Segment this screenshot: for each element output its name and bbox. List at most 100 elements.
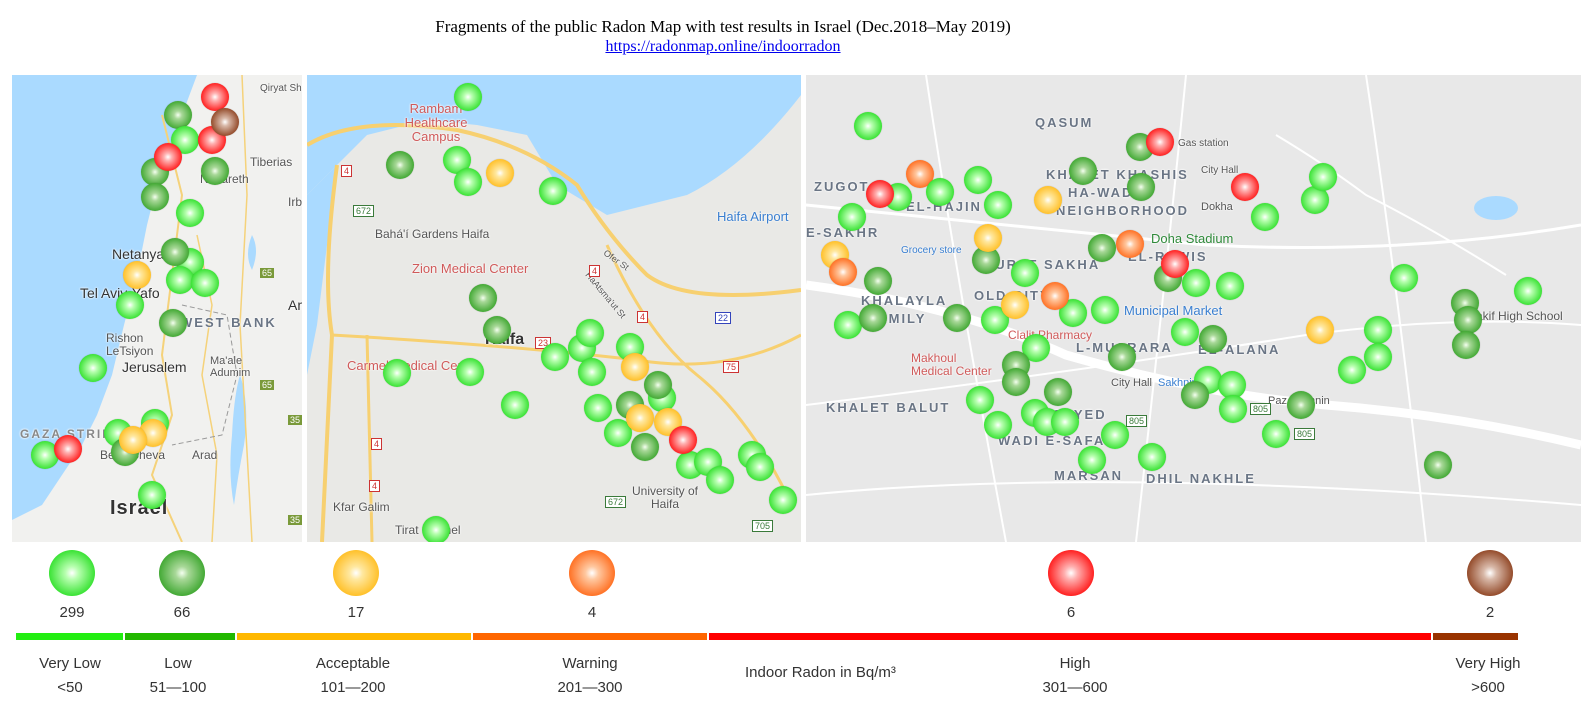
map-panel-haifa[interactable]: Rambam Healthcare Campus Haifa Airport B… bbox=[307, 75, 801, 542]
radon-marker-high[interactable] bbox=[669, 426, 697, 454]
radon-marker-very-low[interactable] bbox=[1171, 318, 1199, 346]
radon-marker-very-low[interactable] bbox=[1182, 269, 1210, 297]
radon-marker-acceptable[interactable] bbox=[123, 261, 151, 289]
radon-marker-very-low[interactable] bbox=[1338, 356, 1366, 384]
radon-marker-very-low[interactable] bbox=[176, 199, 204, 227]
radon-marker-very-low[interactable] bbox=[166, 266, 194, 294]
radon-marker-acceptable[interactable] bbox=[1034, 186, 1062, 214]
radon-marker-very-low[interactable] bbox=[138, 481, 166, 509]
radon-marker-very-low[interactable] bbox=[454, 168, 482, 196]
radon-marker-low[interactable] bbox=[201, 157, 229, 185]
map-label: Carmel Medical Center bbox=[347, 358, 480, 373]
legend-marker-high bbox=[1048, 550, 1094, 596]
radon-marker-very-low[interactable] bbox=[1091, 296, 1119, 324]
radon-marker-very-low[interactable] bbox=[383, 359, 411, 387]
radon-marker-high[interactable] bbox=[54, 435, 82, 463]
radon-marker-very-low[interactable] bbox=[1251, 203, 1279, 231]
radon-marker-high[interactable] bbox=[1231, 173, 1259, 201]
radon-marker-low[interactable] bbox=[1181, 381, 1209, 409]
radon-marker-very-low[interactable] bbox=[191, 269, 219, 297]
map-panel-sakhnin[interactable]: QASUM ZUGOT EL-HAJIN E-SAKHR KHALET KHAS… bbox=[806, 75, 1581, 542]
radon-marker-low[interactable] bbox=[1044, 378, 1072, 406]
radon-marker-very-high[interactable] bbox=[211, 108, 239, 136]
radon-marker-low[interactable] bbox=[469, 284, 497, 312]
radon-marker-low[interactable] bbox=[1452, 331, 1480, 359]
radon-marker-warning[interactable] bbox=[1041, 282, 1069, 310]
radon-marker-low[interactable] bbox=[1088, 234, 1116, 262]
radon-marker-low[interactable] bbox=[1287, 391, 1315, 419]
radon-marker-very-low[interactable] bbox=[926, 178, 954, 206]
radon-marker-low[interactable] bbox=[161, 238, 189, 266]
radon-marker-very-low[interactable] bbox=[1364, 316, 1392, 344]
radon-marker-very-low[interactable] bbox=[834, 311, 862, 339]
radon-marker-low[interactable] bbox=[859, 304, 887, 332]
radon-marker-very-low[interactable] bbox=[984, 411, 1012, 439]
radon-marker-low[interactable] bbox=[483, 316, 511, 344]
radon-marker-acceptable[interactable] bbox=[1001, 291, 1029, 319]
radon-marker-low[interactable] bbox=[943, 304, 971, 332]
radon-marker-very-low[interactable] bbox=[1078, 446, 1106, 474]
radon-marker-very-low[interactable] bbox=[1309, 163, 1337, 191]
radon-marker-very-low[interactable] bbox=[1364, 343, 1392, 371]
map-panel-israel[interactable]: Qiryat Shemona Tiberias Nazareth Irbid N… bbox=[12, 75, 302, 542]
radon-marker-very-low[interactable] bbox=[746, 453, 774, 481]
radon-marker-very-low[interactable] bbox=[966, 386, 994, 414]
radon-marker-acceptable[interactable] bbox=[974, 224, 1002, 252]
radon-marker-very-low[interactable] bbox=[769, 486, 797, 514]
radon-marker-very-low[interactable] bbox=[1390, 264, 1418, 292]
radon-marker-acceptable[interactable] bbox=[1306, 316, 1334, 344]
radon-marker-low[interactable] bbox=[1069, 157, 1097, 185]
radon-marker-very-low[interactable] bbox=[541, 343, 569, 371]
radon-marker-very-low[interactable] bbox=[1101, 421, 1129, 449]
radon-marker-warning[interactable] bbox=[829, 258, 857, 286]
radon-marker-very-low[interactable] bbox=[838, 203, 866, 231]
radon-map-link[interactable]: https://radonmap.online/indoorradon bbox=[605, 38, 841, 55]
radon-marker-acceptable[interactable] bbox=[621, 353, 649, 381]
radon-marker-warning[interactable] bbox=[1116, 230, 1144, 258]
radon-marker-very-low[interactable] bbox=[422, 516, 450, 542]
radon-marker-low[interactable] bbox=[1002, 368, 1030, 396]
radon-marker-low[interactable] bbox=[159, 309, 187, 337]
radon-marker-very-low[interactable] bbox=[984, 191, 1012, 219]
radon-marker-low[interactable] bbox=[1199, 325, 1227, 353]
radon-marker-very-low[interactable] bbox=[116, 291, 144, 319]
radon-marker-low[interactable] bbox=[386, 151, 414, 179]
radon-marker-very-low[interactable] bbox=[501, 391, 529, 419]
radon-marker-high[interactable] bbox=[201, 83, 229, 111]
radon-marker-very-low[interactable] bbox=[578, 358, 606, 386]
radon-marker-high[interactable] bbox=[154, 143, 182, 171]
radon-marker-very-low[interactable] bbox=[964, 166, 992, 194]
radon-marker-very-low[interactable] bbox=[584, 394, 612, 422]
radon-marker-very-low[interactable] bbox=[1218, 371, 1246, 399]
radon-marker-low[interactable] bbox=[1454, 306, 1482, 334]
radon-marker-very-low[interactable] bbox=[1051, 408, 1079, 436]
radon-marker-very-low[interactable] bbox=[79, 354, 107, 382]
route-shield: 672 bbox=[605, 496, 627, 508]
radon-marker-high[interactable] bbox=[866, 180, 894, 208]
radon-marker-acceptable[interactable] bbox=[486, 159, 514, 187]
radon-marker-very-low[interactable] bbox=[1216, 272, 1244, 300]
radon-marker-very-low[interactable] bbox=[706, 466, 734, 494]
radon-marker-very-low[interactable] bbox=[576, 319, 604, 347]
radon-marker-very-low[interactable] bbox=[1138, 443, 1166, 471]
radon-marker-very-low[interactable] bbox=[539, 177, 567, 205]
radon-marker-low[interactable] bbox=[864, 267, 892, 295]
radon-marker-low[interactable] bbox=[1424, 451, 1452, 479]
radon-marker-low[interactable] bbox=[141, 183, 169, 211]
radon-marker-very-low[interactable] bbox=[1219, 395, 1247, 423]
radon-marker-very-low[interactable] bbox=[854, 112, 882, 140]
radon-marker-acceptable[interactable] bbox=[119, 426, 147, 454]
radon-marker-very-low[interactable] bbox=[1011, 259, 1039, 287]
radon-marker-very-low[interactable] bbox=[1262, 420, 1290, 448]
radon-marker-low[interactable] bbox=[1108, 343, 1136, 371]
radon-marker-low[interactable] bbox=[164, 101, 192, 129]
radon-marker-high[interactable] bbox=[1146, 128, 1174, 156]
radon-marker-low[interactable] bbox=[644, 371, 672, 399]
radon-marker-very-low[interactable] bbox=[1514, 277, 1542, 305]
radon-marker-very-low[interactable] bbox=[454, 83, 482, 111]
radon-marker-low[interactable] bbox=[1127, 173, 1155, 201]
radon-marker-acceptable[interactable] bbox=[626, 404, 654, 432]
radon-marker-very-low[interactable] bbox=[456, 358, 484, 386]
category-name: Warning bbox=[562, 655, 618, 672]
radon-marker-low[interactable] bbox=[631, 433, 659, 461]
